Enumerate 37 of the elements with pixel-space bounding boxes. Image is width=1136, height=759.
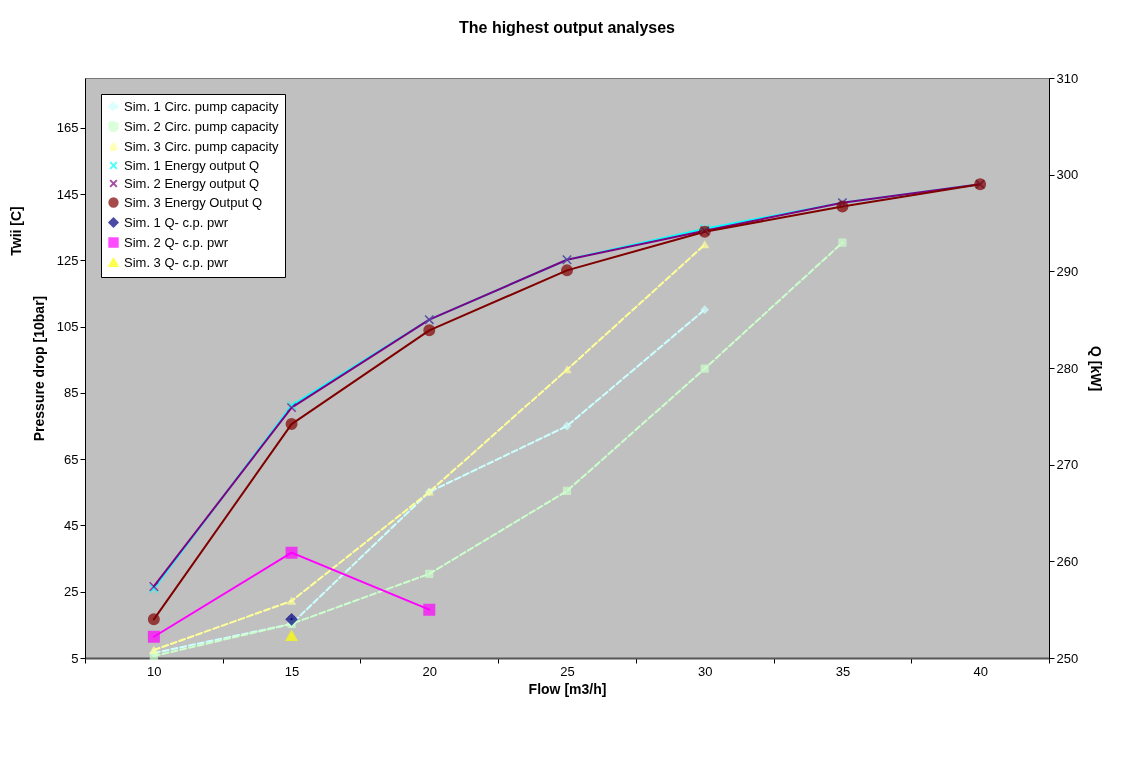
legend-label: Sim. 2 Q- c.p. pwr xyxy=(124,234,229,250)
y-tick-label: 165 xyxy=(56,120,79,136)
y-tick-label: 145 xyxy=(56,186,79,202)
legend-label: Sim. 2 Circ. pump capacity xyxy=(124,118,280,134)
x-tick-label: 40 xyxy=(973,663,988,679)
y2-tick-label: 280 xyxy=(1056,360,1079,376)
y-tick-label: 45 xyxy=(64,517,79,533)
x-tick-label: 25 xyxy=(560,663,575,679)
legend-label: Sim. 3 Circ. pump capacity xyxy=(124,138,280,154)
x-axis-title: Flow [m3/h] xyxy=(528,680,607,697)
y2-tick-label: 260 xyxy=(1056,553,1079,569)
y2-tick-label: 250 xyxy=(1056,650,1079,666)
x-tick-label: 35 xyxy=(835,663,851,679)
legend-label: Sim. 3 Q- c.p. pwr xyxy=(124,254,229,270)
x-tick-label: 10 xyxy=(147,663,162,679)
y2-tick-label: 290 xyxy=(1056,263,1079,279)
y-tick-label: 25 xyxy=(64,584,79,600)
legend-label: Sim. 3 Energy Output Q xyxy=(124,194,263,210)
x-tick-label: 30 xyxy=(697,663,713,679)
y-tick-label: 65 xyxy=(64,451,79,467)
y-axis-title: Pressure drop [10bar] xyxy=(30,295,47,442)
y-tick-label: 105 xyxy=(56,319,79,335)
text: Twii [C] xyxy=(8,206,24,256)
x-tick-label: 15 xyxy=(284,663,300,679)
y2-tick-label: 310 xyxy=(1056,70,1079,86)
chart-title: The highest output analyses xyxy=(458,19,676,36)
legend-label: Sim. 1 Q- c.p. pwr xyxy=(124,214,229,230)
legend-label: Sim. 1 Energy output Q xyxy=(124,157,260,173)
y2-tick-label: 270 xyxy=(1056,457,1079,473)
legend-label: Sim. 1 Circ. pump capacity xyxy=(124,98,280,114)
y-tick-label: 85 xyxy=(64,385,79,401)
legend-label: Sim. 2 Energy output Q xyxy=(124,175,260,191)
x-tick-label: 20 xyxy=(422,663,438,679)
y-tick-label: 125 xyxy=(56,252,79,268)
y2-tick-label: 300 xyxy=(1056,167,1079,183)
y-tick-label: 5 xyxy=(71,650,79,666)
y2-axis-title: Q [kW] xyxy=(1088,345,1105,392)
